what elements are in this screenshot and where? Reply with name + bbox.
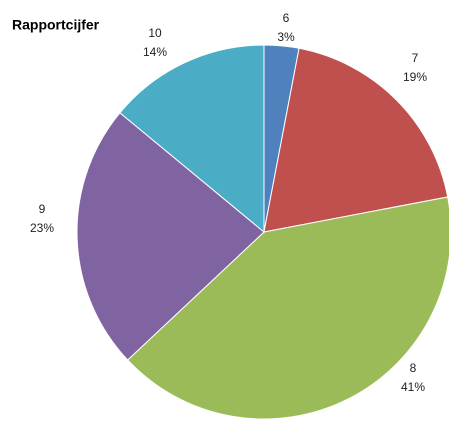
slice-category-label: 8 [410,361,417,375]
chart-title: Rapportcijfer [12,17,100,33]
slice-value-label: 14% [143,45,167,59]
slice-category-label: 9 [39,202,46,216]
slice-category-label: 6 [283,11,290,25]
slice-value-label: 3% [277,30,295,44]
pie-slice [119,44,265,234]
slice-value-label: 23% [30,221,54,235]
slice-value-label: 41% [401,380,425,394]
pie-slice [263,47,449,233]
slice-value-label: 19% [403,70,427,84]
slice-category-label: 10 [148,26,162,40]
slice-category-label: 7 [412,51,419,65]
pie-slice [76,112,265,361]
